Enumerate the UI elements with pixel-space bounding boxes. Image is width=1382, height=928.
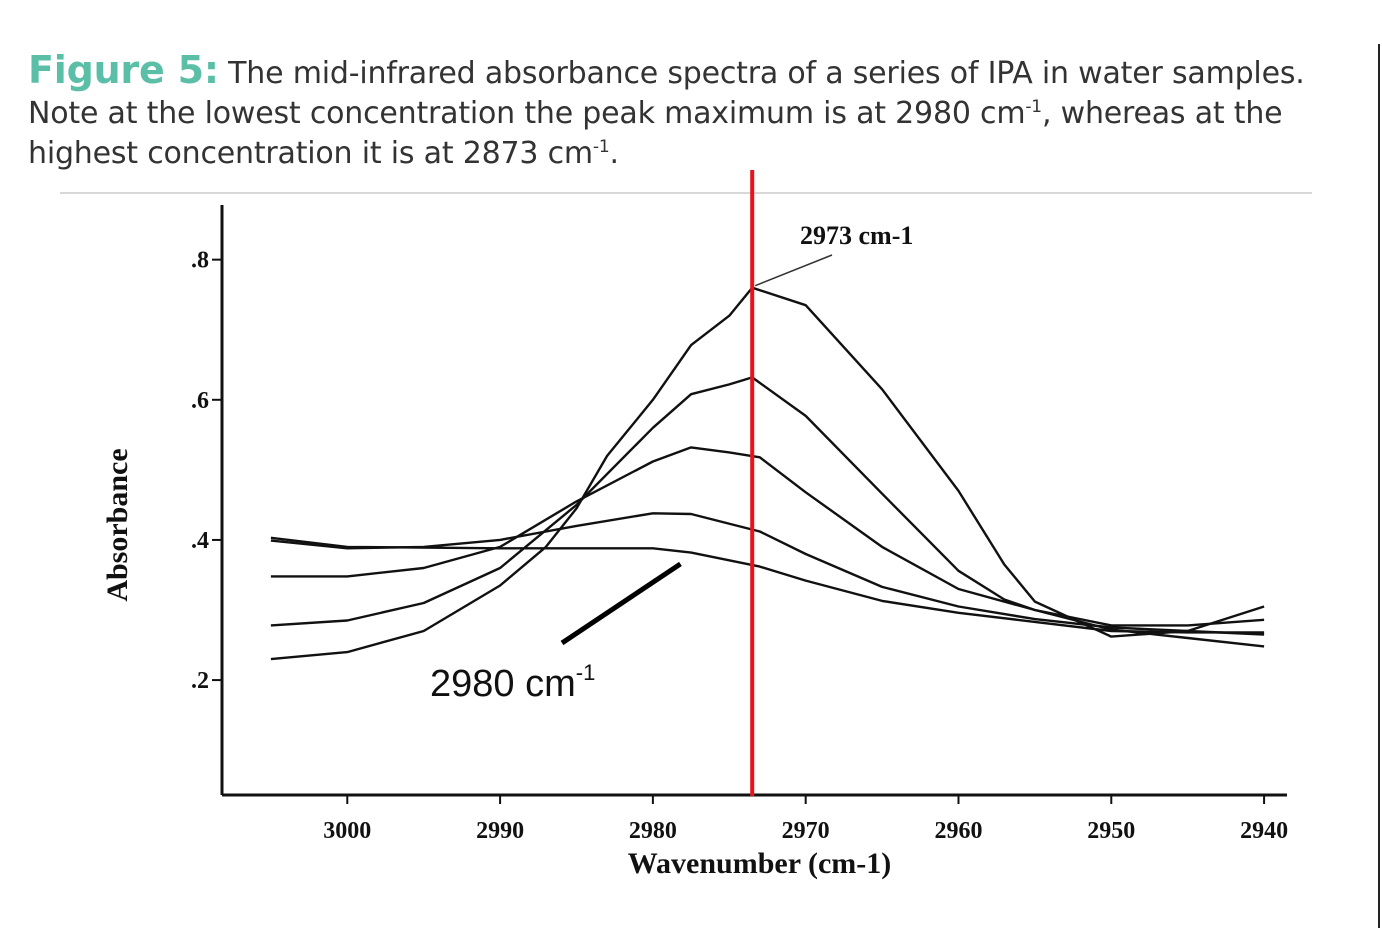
x-tick-label: 2950 <box>1087 818 1135 844</box>
caption-sup-2: -1 <box>592 137 610 157</box>
annotation-2980-label: 2980 cm-1 <box>430 660 595 705</box>
series-line-5 <box>270 286 1265 661</box>
chart-axes: 3000 2990 2980 2970 2960 2950 2940 .2 .4 .6 .8 Wave… <box>101 205 1288 880</box>
y-tick-label: .6 <box>191 388 209 414</box>
series-layer <box>270 286 1265 661</box>
series-line-1 <box>270 536 1265 634</box>
y-tick-label: .8 <box>191 248 209 274</box>
x-tick-label: 2970 <box>782 818 830 844</box>
x-tick-label: 2940 <box>1240 818 1288 844</box>
caption-text-3: . <box>609 136 619 171</box>
y-axis-title: Absorbance <box>101 448 134 601</box>
x-tick-label: 3000 <box>323 818 371 844</box>
figure-label: Figure 5: <box>28 48 219 92</box>
caption-divider <box>60 192 1312 194</box>
caption-sup-1: -1 <box>1025 97 1042 117</box>
figure-caption: Figure 5: The mid-infrared absorbance sp… <box>28 50 1348 174</box>
page-right-border <box>1378 44 1380 928</box>
annotation-2973-label: 2973 cm-1 <box>800 221 913 250</box>
x-axis-title: Wavenumber (cm-1) <box>628 847 892 880</box>
x-tick-label: 2980 <box>629 818 677 844</box>
x-tick-label: 2990 <box>476 818 524 844</box>
caption-text-1: The mid-infrared absorbance spectra of a… <box>28 56 1305 131</box>
y-tick-label: .4 <box>191 528 209 554</box>
series-line-4 <box>270 376 1265 627</box>
y-tick-label: .2 <box>191 668 209 694</box>
annotation-layer: 2973 cm-1 2980 cm-1 <box>430 221 913 705</box>
series-line-2 <box>270 512 1265 636</box>
caption-text-2: , whereas at the highest concentration i… <box>28 96 1283 171</box>
annotation-leader-2980 <box>560 561 682 646</box>
annotation-leader-2973 <box>754 254 833 287</box>
x-tick-label: 2960 <box>934 818 982 844</box>
